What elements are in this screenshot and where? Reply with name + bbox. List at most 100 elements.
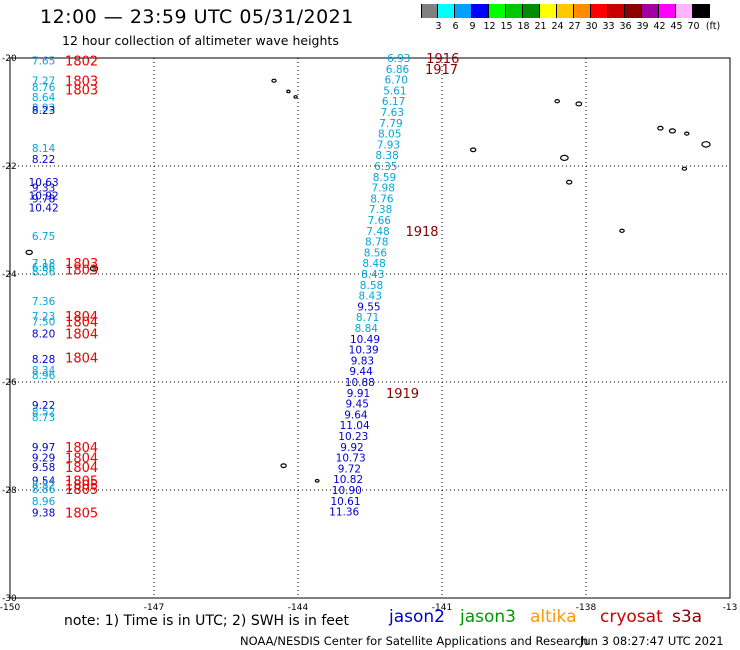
scale-swatch: [591, 4, 608, 18]
island: [701, 141, 711, 148]
time-label: 1804: [65, 461, 98, 476]
swh-value: 6.35: [374, 161, 397, 173]
swh-value: 8.76: [32, 82, 56, 94]
scale-swatch: [557, 4, 574, 18]
swh-value: 11.04: [340, 420, 370, 432]
swh-value: 9.72: [338, 463, 361, 475]
scale-label: 24: [551, 21, 564, 32]
island: [560, 154, 569, 162]
time-label: 1804: [65, 352, 98, 367]
scale-label: 21: [534, 21, 547, 32]
swh-value: 8.56: [364, 247, 388, 259]
scale-swatch: [693, 4, 710, 18]
island: [575, 101, 583, 107]
color-scale-bar: [421, 4, 710, 18]
swh-value: 10.42: [29, 203, 59, 215]
time-label: 1805: [65, 483, 98, 498]
swh-value: 8.52: [32, 480, 55, 492]
scale-swatch: [642, 4, 659, 18]
time-label: 1804: [65, 452, 98, 467]
scale-swatch: [472, 4, 489, 18]
swh-value: 8.64: [32, 92, 56, 104]
scale-label: 42: [653, 21, 666, 32]
scale-label: 27: [568, 21, 581, 32]
swh-value: 6.93: [387, 53, 410, 65]
scale-swatch: [455, 4, 472, 18]
swh-value: 11.36: [329, 507, 359, 519]
swh-value: 6.86: [386, 64, 410, 76]
swh-value: 9.54: [32, 475, 56, 487]
swh-value: 8.14: [32, 143, 56, 155]
swh-value: 10.49: [350, 334, 380, 346]
island: [25, 249, 33, 256]
island: [681, 166, 688, 171]
swh-value: 8.93: [32, 103, 55, 115]
swh-value: 8.71: [356, 312, 379, 324]
island: [619, 228, 625, 233]
scale-swatch: [676, 4, 693, 18]
time-label: 1804: [65, 441, 98, 456]
swh-value: 8.56: [32, 266, 56, 278]
swh-value: 10.92: [29, 191, 59, 203]
scale-swatch: [421, 4, 438, 18]
island: [566, 179, 573, 185]
time-label: 1805: [65, 474, 98, 489]
scale-label: 70: [687, 21, 700, 32]
scale-swatch: [608, 4, 625, 18]
color-scale-labels: 3 6 9 12 15 18 21 24 27 30 33 36 39 42 45 70 (ft): [421, 21, 720, 35]
mission-altika: altika: [530, 607, 577, 627]
lat-tick-label: -24: [2, 270, 17, 280]
island: [280, 463, 287, 469]
swh-value: 7.98: [372, 183, 395, 195]
swh-value: 8.28: [32, 354, 55, 366]
swh-value: 10.39: [349, 345, 379, 357]
swh-value: 7.23: [32, 311, 55, 323]
swh-value: 9.55: [357, 301, 380, 313]
swh-value: 6.17: [382, 96, 405, 108]
mission-s3a: s3a: [672, 607, 703, 627]
time-label: 1804: [65, 327, 98, 342]
map-frame: [9, 57, 731, 599]
map-title: 12:00 — 23:59 UTC 05/31/2021: [40, 6, 354, 28]
swh-value: 9.29: [32, 453, 55, 465]
swh-value: 9.83: [351, 355, 374, 367]
swh-value: 8.05: [378, 129, 401, 141]
scale-label: 18: [517, 21, 530, 32]
swh-value: 9.91: [347, 388, 370, 400]
scale-label: 33: [602, 21, 615, 32]
swh-value: 5.61: [383, 85, 406, 97]
swh-value: 9.97: [32, 442, 55, 454]
swh-value: 8.48: [362, 258, 385, 270]
scale-label: 36: [619, 21, 632, 32]
scale-swatch: [574, 4, 591, 18]
lon-tick-label: -141: [432, 603, 452, 613]
swh-value: 7.18: [32, 258, 55, 270]
island: [657, 125, 664, 131]
swh-value: 7.48: [366, 226, 389, 238]
time-label: 1918: [405, 225, 438, 240]
scale-swatch: [489, 4, 506, 18]
swh-value: 7.63: [381, 107, 404, 119]
generated-timestamp: Jun 3 08:27:47 UTC 2021: [580, 634, 724, 648]
island: [293, 95, 298, 99]
lon-tick-label: -147: [144, 603, 164, 613]
scale-swatch: [506, 4, 523, 18]
swh-value: 6.86: [32, 262, 56, 274]
scale-label: 6: [452, 21, 459, 32]
time-label: 1803: [65, 83, 98, 98]
mission-jason2: jason2: [389, 607, 445, 627]
island: [554, 99, 561, 104]
swh-value: 8.86: [32, 484, 56, 496]
swh-value: 8.20: [32, 328, 55, 340]
swh-value: 9.64: [344, 409, 368, 421]
lat-tick-label: -28: [2, 486, 17, 496]
island: [684, 131, 690, 136]
swh-value: 8.22: [32, 154, 55, 166]
scale-swatch: [540, 4, 557, 18]
scale-swatch: [659, 4, 676, 18]
swh-value: 8.38: [375, 150, 398, 162]
island: [271, 78, 277, 83]
time-label: 1805: [65, 507, 98, 522]
swh-value: 8.76: [370, 193, 394, 205]
